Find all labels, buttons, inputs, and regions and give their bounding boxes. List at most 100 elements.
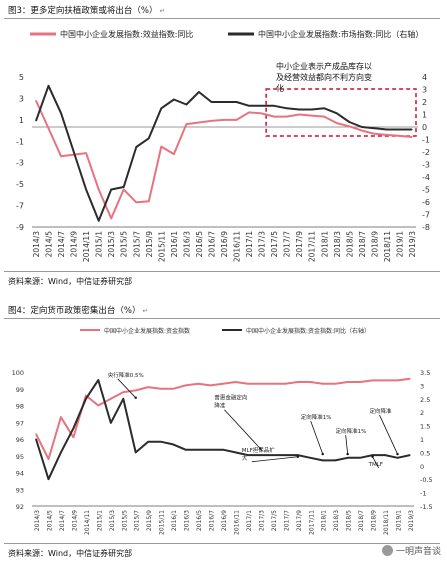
- data-point: [172, 388, 174, 390]
- data-point: [185, 103, 187, 106]
- data-point: [373, 133, 375, 135]
- y-right-tick-label: -0.5: [420, 476, 433, 484]
- data-point: [309, 381, 311, 383]
- y-right-tick-label: 4: [422, 73, 427, 82]
- legend-label-market: 中国中小企业发展指数:市场指数:同比（右轴）: [258, 29, 423, 39]
- watermark: 一明声音谈: [381, 544, 441, 557]
- y-right-tick-label: -1: [422, 136, 430, 145]
- data-point: [247, 454, 249, 456]
- y-right-tick-label: 0: [420, 463, 424, 471]
- data-point: [347, 381, 349, 383]
- x-tick-label: 2016/7: [207, 231, 216, 258]
- x-tick-label: 2019/1: [396, 510, 403, 531]
- y-right-tick-label: -2: [422, 148, 430, 157]
- data-point: [323, 107, 325, 109]
- data-point: [298, 108, 300, 111]
- data-point: [135, 201, 137, 203]
- y-left-tick-label: 98: [16, 403, 24, 411]
- x-tick-label: 2017/5: [271, 510, 278, 531]
- annotation-arrowhead: [321, 452, 324, 456]
- y-left-tick-label: -7: [16, 202, 24, 211]
- data-point: [47, 85, 50, 87]
- data-point: [98, 220, 100, 222]
- annotation-label: 定向降准: [370, 407, 393, 415]
- x-tick-label: 2014/9: [71, 510, 78, 531]
- data-point: [35, 433, 37, 435]
- data-point: [222, 383, 224, 385]
- y-right-tick-label: -6: [422, 198, 430, 207]
- data-point: [210, 120, 213, 122]
- data-point: [261, 112, 263, 115]
- annotation-line-2: 及经营效益都向不利方向变: [276, 72, 372, 82]
- data-point: [85, 152, 87, 154]
- annotation-pointer: [345, 435, 349, 455]
- data-point: [60, 112, 62, 114]
- data-point: [72, 427, 74, 429]
- data-point: [311, 114, 313, 117]
- data-point: [272, 383, 274, 385]
- x-tick-label: 2017/11: [308, 231, 317, 262]
- x-tick-label: 2015/9: [145, 231, 154, 258]
- data-point: [135, 389, 137, 392]
- data-point: [197, 449, 199, 451]
- data-point: [384, 454, 386, 456]
- data-point: [148, 200, 150, 202]
- data-point: [322, 383, 324, 385]
- data-point: [384, 379, 386, 381]
- data-point: [348, 125, 350, 127]
- data-point: [60, 416, 62, 418]
- data-point: [185, 384, 187, 386]
- x-tick-label: 2018/1: [320, 231, 329, 258]
- data-point: [411, 128, 413, 131]
- x-tick-label: 2019/3: [408, 510, 415, 531]
- data-point: [398, 135, 401, 137]
- x-tick-label: 2017/1: [245, 231, 254, 258]
- data-point: [336, 112, 338, 114]
- data-point: [122, 391, 124, 393]
- chart1: 中国中小企业发展指数:效益指数:同比 中国中小企业发展指数:市场指数:同比（右轴…: [16, 29, 430, 262]
- data-point: [110, 217, 112, 220]
- data-point: [123, 186, 125, 188]
- data-point: [311, 108, 313, 111]
- data-point: [197, 383, 199, 385]
- data-point: [173, 153, 175, 155]
- data-point: [361, 129, 363, 132]
- y-left-tick-label: 100: [12, 369, 24, 377]
- x-tick-label: 2017/3: [258, 231, 267, 258]
- data-point: [148, 137, 150, 139]
- data-point: [396, 379, 399, 381]
- x-tick-label: 2017/7: [283, 231, 292, 258]
- legend-label-efficiency: 中国中小企业发展指数:效益指数:同比: [60, 29, 193, 39]
- data-point: [323, 116, 325, 118]
- y-right-tick-label: 2: [420, 409, 424, 417]
- data-point: [411, 136, 413, 138]
- annotation-pointer: [117, 378, 137, 399]
- data-point: [409, 454, 411, 456]
- annotation-pointer: [379, 414, 398, 455]
- y-left-tick-label: 96: [16, 436, 24, 444]
- paragraph-mark-icon: ↵: [159, 7, 166, 15]
- data-point: [322, 459, 324, 462]
- x-tick-label: 2016/1: [171, 510, 178, 531]
- x-tick-label: 2018/7: [358, 510, 365, 531]
- paragraph-mark-icon: ↵: [142, 307, 149, 315]
- x-tick-label: 2019/1: [395, 231, 404, 258]
- data-point: [185, 123, 187, 125]
- data-point: [396, 457, 399, 459]
- data-point: [261, 105, 263, 107]
- y-left-tick-label: 5: [19, 73, 24, 82]
- annotation-label: TMLF: [368, 462, 383, 468]
- x-tick-label: 2018/11: [383, 231, 392, 262]
- y-right-tick-label: 3.5: [420, 369, 430, 377]
- data-point: [272, 454, 274, 456]
- data-point: [110, 398, 112, 400]
- x-tick-label: 2016/3: [182, 231, 191, 258]
- x-tick-label: 2016/3: [184, 510, 191, 531]
- x-tick-label: 2015/7: [134, 510, 141, 531]
- x-tick-label: 2018/3: [333, 231, 342, 258]
- y-right-tick-label: -1: [420, 490, 426, 498]
- x-tick-label: 2015/7: [132, 231, 141, 258]
- data-point: [160, 146, 162, 148]
- y-right-tick-label: -8: [422, 223, 430, 232]
- data-point: [409, 378, 411, 380]
